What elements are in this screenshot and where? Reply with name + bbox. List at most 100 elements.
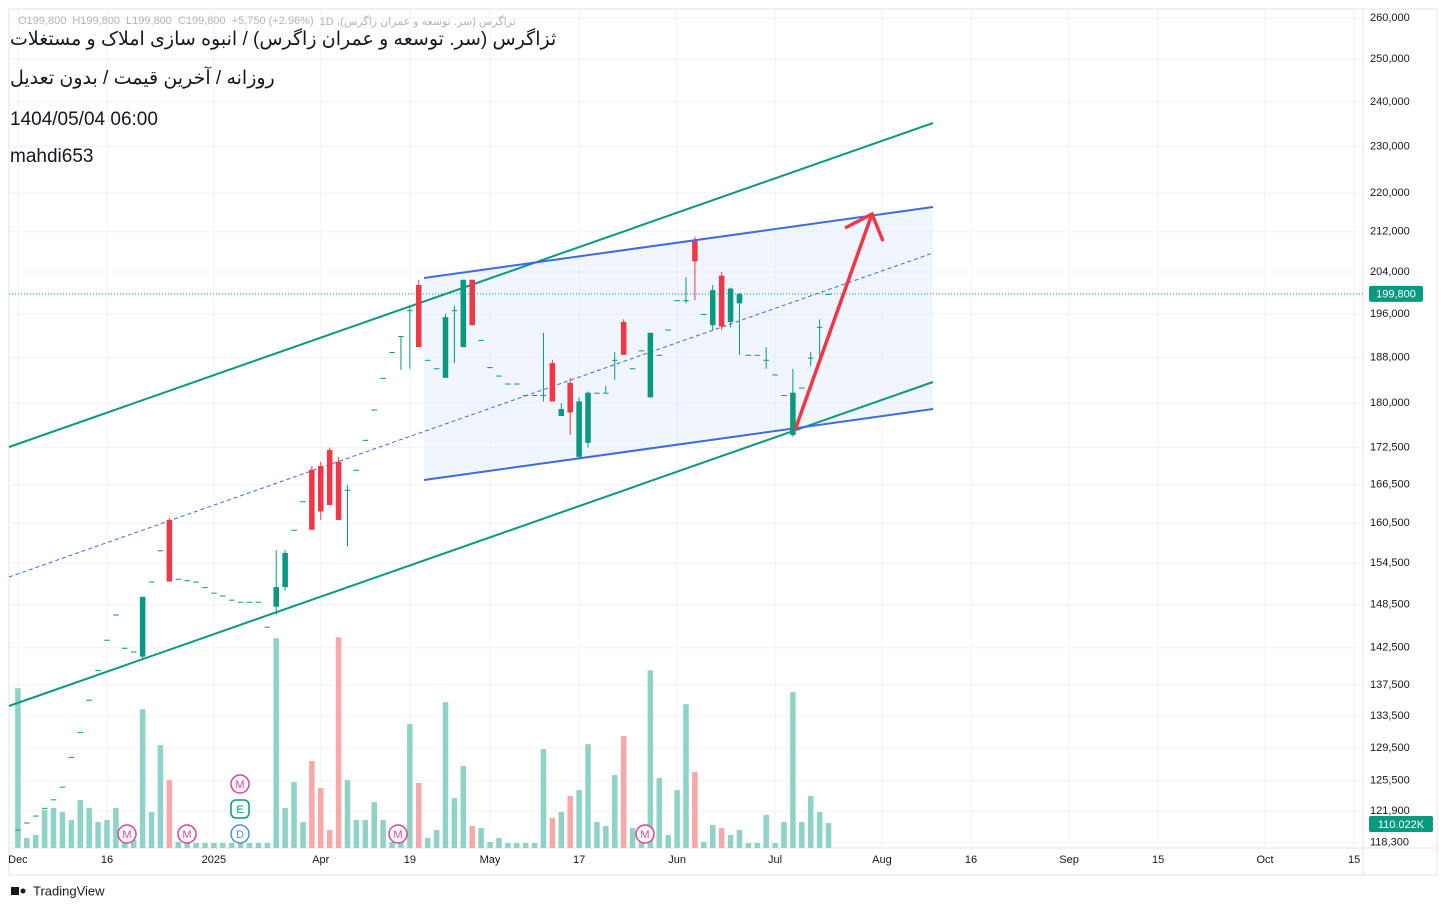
volume-bar: [763, 815, 769, 848]
volume-bar: [148, 812, 155, 848]
volume-bar: [611, 775, 618, 848]
candle-body: [807, 357, 814, 359]
volume-bar: [745, 843, 752, 848]
timestamp: 1404/05/04 06:00: [10, 109, 158, 130]
candle-body: [451, 310, 458, 312]
volume-bar: [380, 820, 386, 848]
y-tick-label: 230,000: [1370, 140, 1410, 152]
candle-body: [362, 439, 369, 441]
volume-bar: [157, 745, 164, 848]
y-tick-label: 121,900: [1370, 805, 1410, 817]
candle-body: [228, 599, 235, 601]
chart-subtitle: روزانه / آخرین قیمت / بدون تعدیل: [10, 68, 275, 89]
volume-bar: [656, 778, 663, 848]
event-icon[interactable]: [230, 774, 250, 794]
candle-body: [309, 469, 315, 530]
volume-bar: [647, 670, 654, 848]
volume-bar: [505, 843, 511, 848]
x-tick-label: Apr: [312, 854, 329, 866]
author: mahdi653: [10, 146, 94, 167]
x-tick-label: 15: [1152, 854, 1164, 866]
volume-bar: [576, 790, 582, 848]
event-icon[interactable]: [230, 824, 250, 844]
candle-body: [772, 374, 778, 376]
candle-body: [318, 466, 324, 512]
volume-bar: [389, 842, 395, 848]
candle-body: [264, 626, 271, 628]
candle-body: [638, 350, 645, 352]
brand-logo: [11, 887, 19, 895]
volume-bar: [825, 823, 832, 848]
volume-bar: [335, 637, 342, 848]
candle-body: [130, 651, 137, 653]
candle-body: [433, 368, 440, 370]
volume-bar: [273, 638, 279, 848]
candle-body: [674, 300, 680, 302]
candle-body: [59, 786, 66, 788]
event-label: E: [236, 804, 243, 816]
volume-bar: [709, 825, 716, 848]
y-tick-label: 129,500: [1370, 742, 1410, 754]
candle-body: [50, 799, 57, 801]
volume-bar: [353, 820, 360, 848]
volume-bar: [442, 702, 449, 848]
event-icon[interactable]: [635, 824, 655, 844]
x-tick-label: May: [480, 854, 501, 866]
last-volume-label: 110.022K: [1378, 819, 1425, 831]
volume-bar: [407, 724, 413, 848]
x-tick-label: Aug: [872, 854, 892, 866]
last-price-label: 199,800: [1376, 289, 1416, 301]
event-icon[interactable]: [230, 799, 250, 819]
candle-body: [665, 329, 671, 331]
volume-bar: [585, 744, 591, 848]
candle-body: [416, 284, 422, 348]
arrow-head: [844, 211, 885, 242]
candle-body: [139, 596, 146, 657]
candle-body: [611, 359, 618, 361]
candle-body: [68, 756, 75, 758]
y-tick-label: 137,500: [1370, 679, 1410, 691]
event-icon[interactable]: [177, 824, 197, 844]
event-icon[interactable]: [388, 824, 408, 844]
volume-bar: [264, 843, 271, 848]
candle-body: [255, 601, 262, 603]
brand-logo: [20, 888, 26, 894]
volume-bar: [692, 772, 698, 848]
legend-value: O199,800: [18, 15, 67, 27]
volume-bar: [665, 835, 671, 848]
chart-title: ثزاگرس (سر. توسعه و عمران زاگرس) / انبوه…: [10, 29, 557, 50]
x-tick-label: 19: [404, 854, 416, 866]
candle-body: [300, 501, 306, 503]
volume-bar: [478, 828, 484, 848]
candle-body: [647, 332, 654, 398]
candle-body: [487, 367, 493, 369]
candle-body: [567, 382, 573, 413]
event-label: M: [182, 829, 191, 841]
volume-bar: [558, 812, 565, 848]
candle-body: [202, 587, 208, 589]
event-label: M: [122, 829, 131, 841]
y-tick-label: 118,300: [1370, 837, 1409, 849]
volume-bar: [104, 820, 110, 848]
candle-body: [603, 392, 609, 394]
candle-body: [398, 336, 404, 338]
candle-body: [193, 581, 199, 583]
candle-body: [273, 587, 279, 607]
volume-bar: [130, 840, 137, 848]
candle-body: [692, 241, 698, 262]
candles: [9, 236, 1363, 831]
volume-bar: [799, 822, 805, 848]
x-tick-label: 2025: [202, 854, 226, 866]
brand-name: TradingView: [33, 883, 105, 898]
x-tick-label: 17: [573, 854, 585, 866]
volume-bar: [416, 783, 422, 848]
event-icon[interactable]: [117, 824, 137, 844]
volume-bar: [282, 808, 288, 848]
candle-body: [32, 815, 39, 817]
candle-body: [745, 354, 752, 356]
candle-body: [380, 377, 386, 379]
volume-bar: [326, 830, 333, 848]
candle-body: [460, 279, 467, 348]
candle-body: [326, 450, 333, 506]
last-volume-box: [1369, 816, 1433, 832]
